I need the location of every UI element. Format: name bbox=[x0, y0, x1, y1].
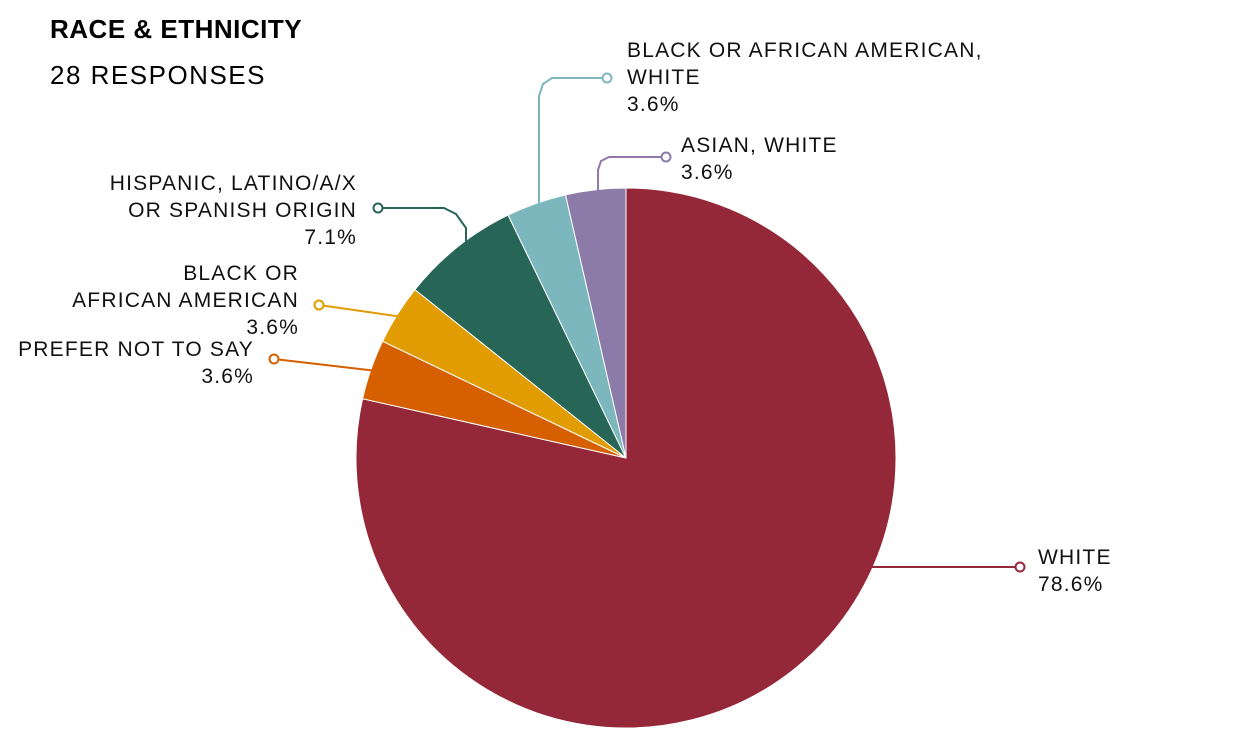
leader-dot-white bbox=[1014, 561, 1026, 573]
slice-value-asian-white: 3.6% bbox=[681, 161, 734, 184]
leader-dot-hispanic-latino-a-x-or-spanish-origin bbox=[372, 202, 384, 214]
leader-line-prefer-not-to-say bbox=[273, 358, 375, 372]
slice-name-black-or-african-american: AFRICAN AMERICAN bbox=[72, 289, 299, 312]
leader-dot-black-or-african-american bbox=[313, 299, 325, 311]
slice-value-black-or-african-american: 3.6% bbox=[246, 316, 299, 339]
pie-slice-hispanic-latino-a-x-or-spanish-origin bbox=[414, 214, 627, 459]
leader-lines bbox=[268, 72, 1026, 573]
slice-label-prefer-not-to-say: PREFER NOT TO SAY 3.6% bbox=[18, 338, 254, 388]
leader-line-black-or-african-american-white bbox=[538, 77, 607, 230]
chart-subtitle: 28 RESPONSES bbox=[50, 60, 266, 90]
slice-value-white: 78.6% bbox=[1038, 573, 1104, 596]
leader-line-black-or-african-american bbox=[318, 304, 401, 318]
slice-name-black-or-african-american-white: BLACK OR AFRICAN AMERICAN, bbox=[627, 39, 983, 62]
leader-dot-asian-white bbox=[660, 151, 672, 163]
slice-label-black-or-african-american: BLACK OR AFRICAN AMERICAN 3.6% bbox=[72, 262, 299, 339]
leader-line-hispanic-latino-a-x-or-spanish-origin bbox=[378, 207, 467, 256]
slice-labels: WHITE 78.6%PREFER NOT TO SAY 3.6%BLACK OR A… bbox=[18, 39, 1112, 596]
slice-name-hispanic-latino-a-x-or-spanish-origin: HISPANIC, LATINO/A/X bbox=[110, 172, 357, 195]
leader-line-asian-white bbox=[597, 156, 666, 190]
slice-value-black-or-african-american-white: 3.6% bbox=[627, 93, 680, 116]
slice-label-asian-white: ASIAN, WHITE 3.6% bbox=[681, 134, 838, 184]
slice-label-black-or-african-american-white: BLACK OR AFRICAN AMERICAN, WHITE 3.6% bbox=[627, 39, 983, 116]
slice-name-asian-white: ASIAN, WHITE bbox=[681, 134, 838, 157]
slice-name-white: WHITE bbox=[1038, 546, 1112, 569]
slice-name-prefer-not-to-say: PREFER NOT TO SAY bbox=[18, 338, 254, 361]
pie-slices bbox=[355, 187, 897, 729]
pie-slice-asian-white bbox=[564, 187, 627, 459]
slice-value-hispanic-latino-a-x-or-spanish-origin: 7.1% bbox=[304, 226, 357, 249]
slice-name-black-or-african-american: BLACK OR bbox=[183, 262, 299, 285]
slice-value-prefer-not-to-say: 3.6% bbox=[201, 365, 254, 388]
chart-title: RACE & ETHNICITY bbox=[50, 14, 302, 44]
slice-label-white: WHITE 78.6% bbox=[1038, 546, 1112, 596]
leader-dot-prefer-not-to-say bbox=[268, 353, 280, 365]
slice-label-hispanic-latino-a-x-or-spanish-origin: HISPANIC, LATINO/A/X OR SPANISH ORIGIN 7.1… bbox=[110, 172, 357, 249]
slice-name-black-or-african-american-white: WHITE bbox=[627, 66, 701, 89]
leader-dot-black-or-african-american-white bbox=[601, 72, 613, 84]
slice-name-hispanic-latino-a-x-or-spanish-origin: OR SPANISH ORIGIN bbox=[128, 199, 357, 222]
